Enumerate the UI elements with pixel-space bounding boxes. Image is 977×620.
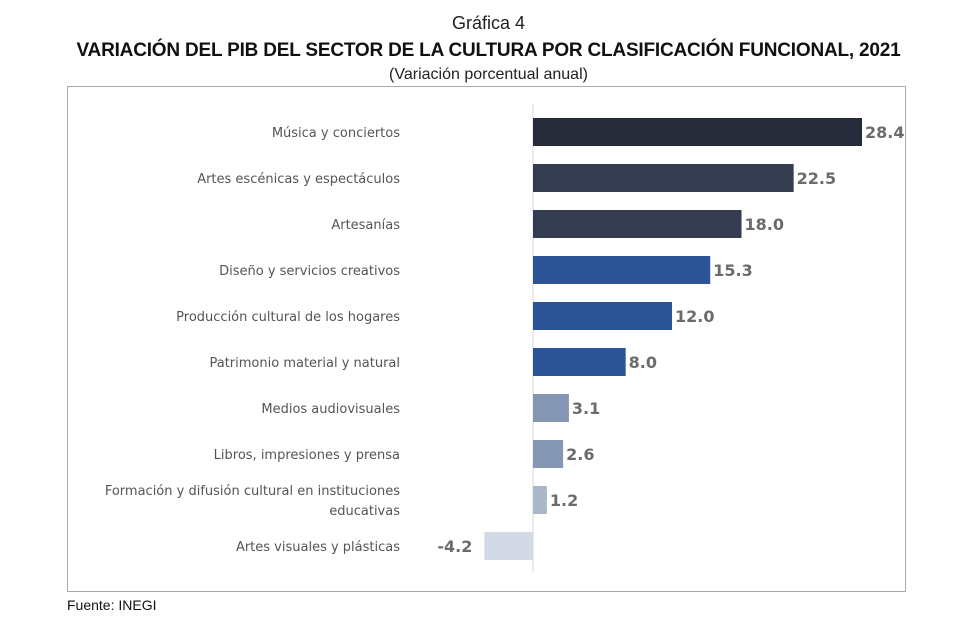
value-label: 18.0 <box>745 215 784 234</box>
bar <box>533 164 794 192</box>
source-note: Fuente: INEGI <box>67 597 157 613</box>
category-label: Medios audiovisuales <box>261 402 400 417</box>
category-label: educativas <box>329 504 400 519</box>
value-label: 3.1 <box>572 399 600 418</box>
bar <box>533 440 564 468</box>
chart-subtitle: (Variación porcentual anual) <box>389 66 588 83</box>
value-label: 1.2 <box>550 491 578 510</box>
category-label: Artesanías <box>331 218 400 233</box>
category-label: Formación y difusión cultural en institu… <box>105 484 400 499</box>
category-label: Libros, impresiones y prensa <box>214 448 400 463</box>
chart-title: VARIACIÓN DEL PIB DEL SECTOR DE LA CULTU… <box>76 40 901 61</box>
value-label: 15.3 <box>713 261 752 280</box>
chart-supertitle: Gráfica 4 <box>451 13 526 33</box>
bar <box>533 118 862 146</box>
value-label: 28.4 <box>865 123 904 142</box>
category-label: Artes escénicas y espectáculos <box>197 172 400 187</box>
value-label: 22.5 <box>797 169 836 188</box>
bar <box>484 532 533 560</box>
category-label: Música y conciertos <box>272 126 400 141</box>
category-label: Producción cultural de los hogares <box>176 310 400 325</box>
chart-frame <box>67 86 906 592</box>
category-label: Diseño y servicios creativos <box>219 264 400 279</box>
bar <box>533 486 547 514</box>
category-label: Patrimonio material y natural <box>209 356 400 371</box>
bar <box>533 256 711 284</box>
bar <box>533 302 673 330</box>
value-label: 2.6 <box>566 445 594 464</box>
value-label: -4.2 <box>437 537 472 556</box>
value-label: 12.0 <box>675 307 714 326</box>
category-label: Artes visuales y plásticas <box>236 540 400 555</box>
bar <box>533 348 626 376</box>
bar <box>533 394 569 422</box>
bar <box>533 210 742 238</box>
value-label: 8.0 <box>629 353 657 372</box>
